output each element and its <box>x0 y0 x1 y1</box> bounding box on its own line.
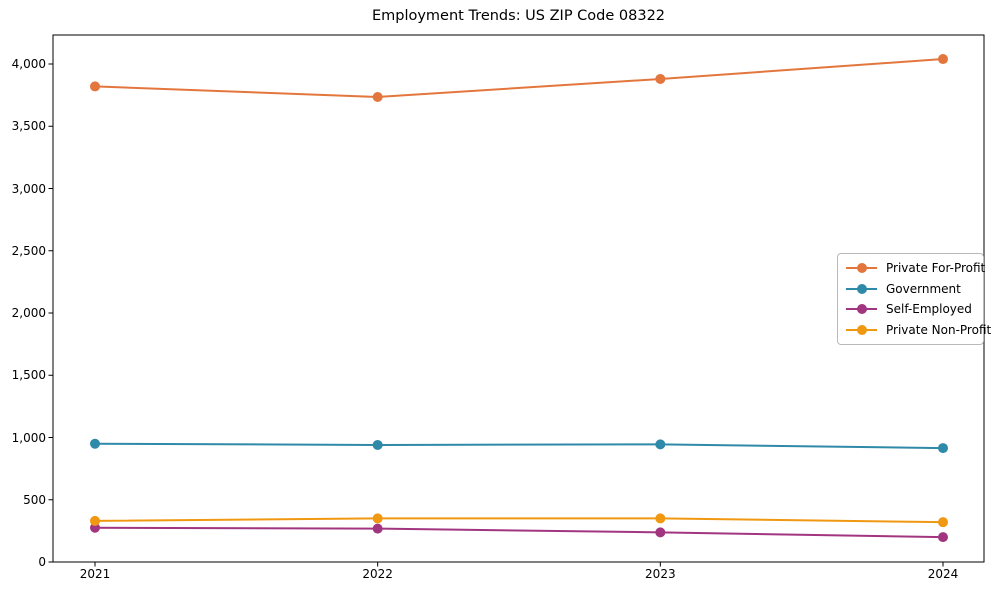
y-tick-label: 2,000 <box>11 306 46 320</box>
data-point-marker <box>938 443 948 454</box>
y-tick-label: 0 <box>38 555 46 569</box>
y-tick-label: 3,500 <box>11 119 46 134</box>
y-tick-label: 500 <box>23 492 46 507</box>
y-tick-label: 1,500 <box>11 368 46 383</box>
series-line <box>94 442 944 450</box>
legend-entry: Private Non-Profit <box>846 320 991 340</box>
legend-marker-icon <box>846 304 877 315</box>
data-point-marker <box>90 81 100 92</box>
legend: Private For-Profit Government Self-Emplo… <box>837 253 991 345</box>
series-line <box>94 58 944 99</box>
y-tick-label: 2,500 <box>11 243 46 258</box>
legend-entry: Self-Employed <box>846 299 981 319</box>
data-point-marker <box>90 522 100 533</box>
data-point-marker <box>655 439 666 450</box>
legend-marker-icon <box>846 263 877 274</box>
x-tick-label: 2022 <box>362 567 393 581</box>
y-tick-label: 4,000 <box>11 57 46 71</box>
data-point-marker <box>372 523 383 534</box>
legend-entry: Government <box>846 279 981 299</box>
data-point-marker <box>655 527 666 538</box>
plot-frame <box>52 34 985 563</box>
chart-title: Employment Trends: US ZIP Code 08322 <box>371 8 666 24</box>
legend-label: Private For-Profit <box>886 261 986 276</box>
legend-marker-icon <box>846 283 877 294</box>
legend-marker-icon <box>846 324 877 335</box>
data-point-marker <box>938 532 948 543</box>
y-tick-label: 1,000 <box>11 430 46 445</box>
legend-entry: Private For-Profit <box>846 258 985 278</box>
legend-label: Private Non-Profit <box>886 322 992 337</box>
legend-label: Government <box>886 281 961 296</box>
y-tick-label: 3,000 <box>11 181 46 196</box>
data-point-marker <box>655 513 666 524</box>
data-point-marker <box>90 438 100 449</box>
data-point-marker <box>90 515 100 526</box>
data-point-marker <box>938 517 948 528</box>
data-point-marker <box>372 513 383 524</box>
x-tick-label: 2023 <box>645 567 676 581</box>
data-point-marker <box>655 73 666 84</box>
series-line <box>94 526 944 539</box>
data-point-marker <box>938 54 948 65</box>
legend-label: Self-Employed <box>886 302 972 317</box>
x-tick-label: 2024 <box>927 567 959 581</box>
x-tick-label: 2021 <box>79 567 111 581</box>
data-point-marker <box>372 439 383 450</box>
data-point-marker <box>372 92 383 102</box>
series-line <box>94 517 944 524</box>
